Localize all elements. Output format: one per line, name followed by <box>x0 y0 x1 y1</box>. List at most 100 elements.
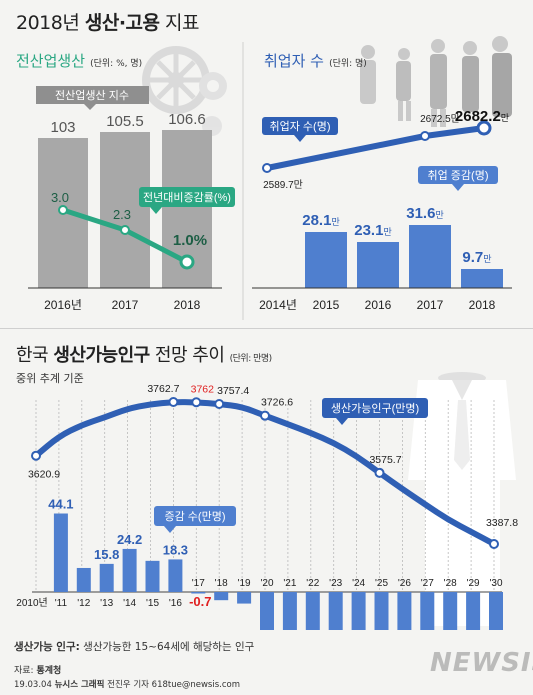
population-chart: 44.115.824.218.3-0.7-24.0−42.5−43.7−38.8… <box>16 372 518 630</box>
employment-year-label: 2015 <box>313 298 340 312</box>
production-year-label: 2018 <box>174 298 201 312</box>
employment-change-legend <box>418 166 498 184</box>
employment-count-point <box>262 163 272 173</box>
population-title: 한국 생산가능인구 전망 추이 (단위: 만명) <box>16 345 272 366</box>
population-year-label: '28 <box>444 578 457 589</box>
employment-year-label: 2017 <box>417 298 444 312</box>
population-change-bar <box>282 592 297 630</box>
population-change-bar <box>260 592 274 630</box>
population-year-label: '26 <box>398 578 411 589</box>
population-change-bar <box>443 592 458 630</box>
production-rate-label: 1.0% <box>173 232 207 249</box>
employment-year-label: 2016 <box>365 298 392 312</box>
production-rate-legend <box>139 187 235 207</box>
population-change-bar <box>145 560 160 592</box>
production-year-label: 2017 <box>112 298 139 312</box>
population-change-label: 44.1 <box>48 497 73 512</box>
population-change-bar <box>328 592 343 630</box>
population-change-legend-text: 증감 수(만명) <box>165 510 226 523</box>
population-change-bar <box>305 592 320 630</box>
employment-year-label: 2014년 <box>259 298 297 312</box>
production-rate-legend-text: 전년대비증감률(%) <box>143 191 231 204</box>
population-line-point <box>191 397 202 408</box>
employment-change-bar <box>357 242 399 288</box>
population-year-label: '21 <box>283 578 296 589</box>
employment-change-bar <box>305 232 347 288</box>
population-change-legend <box>154 506 236 526</box>
population-change-bar <box>420 592 435 630</box>
employment-count-point <box>420 131 430 141</box>
population-year-label: '14 <box>123 598 136 609</box>
production-heading: 전산업생산 (단위: %, 명) <box>16 50 142 71</box>
population-change-bar <box>99 563 114 592</box>
source-credit: 자료: 통계청 <box>14 666 62 676</box>
population-line-point <box>31 450 41 461</box>
population-year-label: '22 <box>306 578 319 589</box>
population-line-label: 3575.7 <box>369 454 401 466</box>
employment-change-label: 23.1만 <box>354 222 391 239</box>
gear-icon <box>142 46 227 136</box>
population-year-label: '13 <box>100 598 113 609</box>
population-line-label: 3726.6 <box>261 397 293 409</box>
population-year-label: '15 <box>146 598 159 609</box>
employment-change-bars <box>305 225 503 288</box>
population-year-label: '24 <box>352 578 365 589</box>
population-change-bar <box>214 592 229 601</box>
production-rate-point <box>58 205 68 215</box>
production-index-label: 106.6 <box>168 111 206 128</box>
population-year-label: '29 <box>467 578 480 589</box>
production-index-label: 105.5 <box>106 113 144 130</box>
population-year-label: '25 <box>375 578 388 589</box>
workers-illustration <box>360 36 512 127</box>
population-line-point <box>214 399 225 410</box>
population-year-label: 2010년 <box>16 597 47 609</box>
employment-count-label: 2682.2만 <box>455 108 509 125</box>
population-change-bar <box>351 592 366 630</box>
population-change-label: -0.7 <box>189 594 211 609</box>
population-line-label: 3620.9 <box>28 469 60 481</box>
employment-count-legend <box>262 117 338 135</box>
employment-change-label: 31.6만 <box>406 205 443 222</box>
employment-change-bar <box>461 269 503 288</box>
population-change-bar <box>76 567 91 592</box>
employment-count-label: 2589.7만 <box>263 179 303 191</box>
employment-change-bar <box>409 225 451 288</box>
employment-change-legend-text: 취업 증감(명) <box>428 169 489 182</box>
graphic-credit: 19.03.04 뉴시스 그래픽 전진우 기자 618tue@newsis.co… <box>14 680 240 690</box>
population-line-point <box>260 410 270 421</box>
employment-change-label: 28.1만 <box>302 212 339 229</box>
population-change-label: 15.8 <box>94 547 119 562</box>
production-subtitle: 전산업생산 <box>16 52 86 70</box>
population-line-label: 3762.7 <box>147 383 179 395</box>
population-change-bar <box>489 592 503 630</box>
production-rate-point <box>179 254 195 270</box>
population-year-label: '16 <box>169 598 182 609</box>
population-footnote: 생산가능 인구: 생산가능한 15~64세에 해당하는 인구 <box>14 641 255 653</box>
top-charts: 103 105.5 106.6 전산업생산 지수 3.0 2.3 1.0% 전년… <box>28 36 512 320</box>
population-line-legend <box>322 398 428 418</box>
production-index-legend <box>36 86 149 104</box>
production-index-legend-text: 전산업생산 지수 <box>55 89 129 102</box>
production-bar <box>100 132 150 288</box>
population-line-legend-text: 생산가능인구(만명) <box>331 402 419 415</box>
population-year-label: '23 <box>329 578 342 589</box>
population-year-label: '27 <box>421 578 434 589</box>
population-change-bar <box>53 513 68 592</box>
population-year-label: '12 <box>77 598 90 609</box>
population-year-label: '11 <box>55 598 68 609</box>
employment-heading: 취업자 수 (단위: 명) <box>264 50 367 71</box>
population-year-label: '20 <box>260 578 273 589</box>
employment-count-legend-text: 취업자 수(명) <box>270 120 331 133</box>
employment-subtitle: 취업자 수 <box>264 52 324 70</box>
population-change-bar <box>191 592 206 594</box>
population-year-label: '18 <box>215 578 228 589</box>
population-change-bar <box>168 559 183 592</box>
population-change-bar <box>397 592 412 630</box>
production-unit: (단위: %, 명) <box>90 59 143 69</box>
population-year-label: '19 <box>238 578 251 589</box>
production-year-label: 2016년 <box>44 298 82 312</box>
newsis-watermark-logo: NEWSIS <box>430 648 533 678</box>
employment-year-label: 2018 <box>469 298 496 312</box>
population-change-label: 18.3 <box>163 542 188 557</box>
population-line-point <box>374 467 385 478</box>
